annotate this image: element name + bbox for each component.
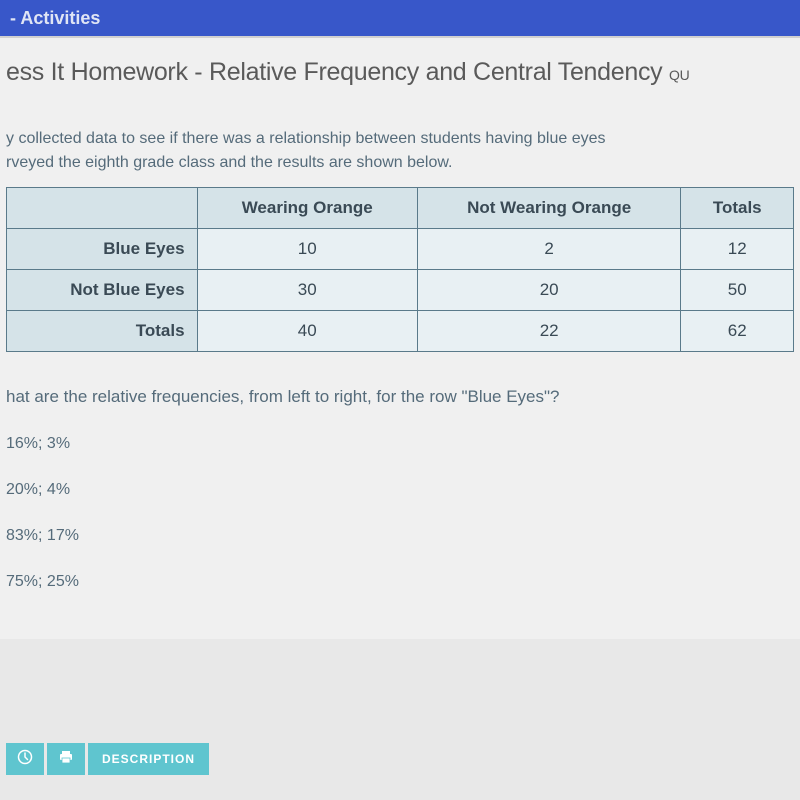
assignment-title: ess It Homework - Relative Frequency and…	[6, 58, 794, 87]
question-line1: y collected data to see if there was a r…	[6, 130, 605, 147]
question-prompt: hat are the relative frequencies, from l…	[6, 387, 794, 407]
row-header-2: Totals	[7, 311, 198, 352]
cell: 50	[681, 270, 794, 311]
description-label: DESCRIPTION	[102, 752, 195, 766]
col-header-2: Totals	[681, 188, 794, 229]
row-header-0: Blue Eyes	[7, 229, 198, 270]
cell: 10	[197, 229, 417, 270]
bottom-toolbar: DESCRIPTION	[6, 743, 209, 775]
question-intro: y collected data to see if there was a r…	[6, 127, 794, 175]
activities-header: - Activities	[0, 0, 800, 36]
clock-icon	[17, 749, 33, 769]
row-header-1: Not Blue Eyes	[7, 270, 198, 311]
answer-option-a[interactable]: 16%; 3%	[6, 435, 794, 453]
print-icon	[58, 749, 74, 769]
print-button[interactable]	[47, 743, 85, 775]
table-header-row: Wearing Orange Not Wearing Orange Totals	[7, 188, 794, 229]
assignment-title-text: ess It Homework - Relative Frequency and…	[6, 58, 662, 86]
header-title: - Activities	[10, 8, 100, 28]
cell: 62	[681, 311, 794, 352]
cell: 12	[681, 229, 794, 270]
cell: 22	[417, 311, 681, 352]
frequency-table: Wearing Orange Not Wearing Orange Totals…	[6, 187, 794, 352]
question-line2: rveyed the eighth grade class and the re…	[6, 154, 453, 171]
cell: 30	[197, 270, 417, 311]
answer-option-c[interactable]: 83%; 17%	[6, 527, 794, 545]
assignment-title-suffix: QU	[669, 67, 689, 83]
table-row: Blue Eyes 10 2 12	[7, 229, 794, 270]
table-row: Not Blue Eyes 30 20 50	[7, 270, 794, 311]
answer-option-b[interactable]: 20%; 4%	[6, 481, 794, 499]
table-corner-blank	[7, 188, 198, 229]
cell: 20	[417, 270, 681, 311]
clock-button[interactable]	[6, 743, 44, 775]
col-header-0: Wearing Orange	[197, 188, 417, 229]
cell: 2	[417, 229, 681, 270]
main-content: ess It Homework - Relative Frequency and…	[0, 36, 800, 639]
description-button[interactable]: DESCRIPTION	[88, 743, 209, 775]
table-row: Totals 40 22 62	[7, 311, 794, 352]
col-header-1: Not Wearing Orange	[417, 188, 681, 229]
cell: 40	[197, 311, 417, 352]
answer-option-d[interactable]: 75%; 25%	[6, 573, 794, 591]
